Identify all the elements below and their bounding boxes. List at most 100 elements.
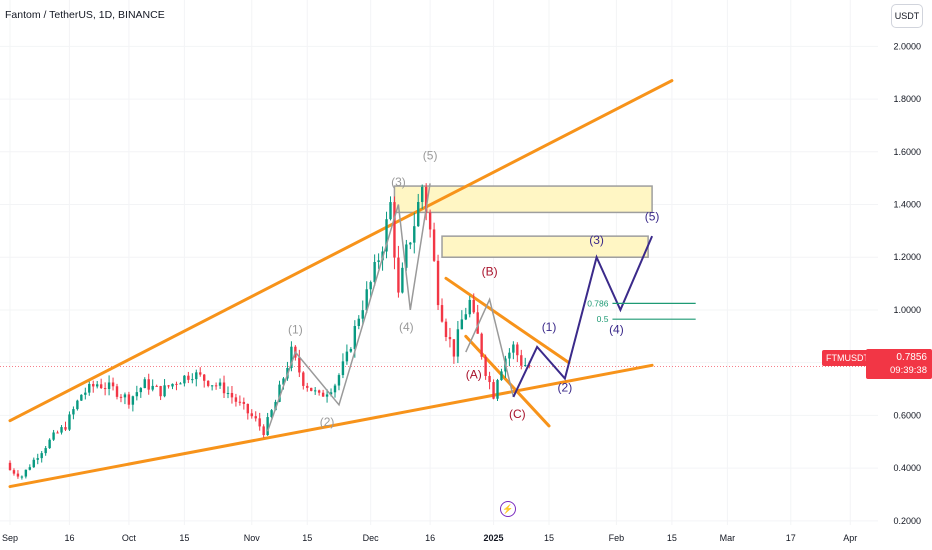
currency-button[interactable]: USDT [891,4,923,28]
candle-body [373,262,376,283]
x-tick-label: Nov [244,533,261,543]
candle-body [139,388,142,393]
candle-body [424,186,428,213]
candle-body [468,299,471,315]
candle-body [413,226,416,243]
candle-body [20,476,24,478]
candle-body [341,361,345,376]
candle-body [171,383,174,387]
x-tick-label: Feb [609,533,625,543]
candle-body [428,212,432,230]
candle-body [175,383,178,385]
candle-body [203,374,206,381]
candle-body [127,394,131,405]
candle-body [191,379,194,381]
lightning-icon[interactable]: ⚡ [500,501,516,517]
candle-body [214,385,218,387]
y-tick-label: 0.6000 [893,410,921,420]
candle-body [131,396,135,405]
candle-body [440,305,444,322]
y-tick-label: 0.4000 [893,463,921,473]
bar-countdown: 09:39:38 [890,365,927,376]
candle-body [16,473,20,477]
candle-body [290,346,293,368]
candle-body [266,417,269,436]
candle-body [512,344,515,353]
wave-path-purple [512,235,654,398]
y-tick-label: 1.8000 [893,94,921,104]
candle-body [258,418,261,427]
candle-body [409,242,412,245]
candle-body [80,394,83,401]
candle-body [516,344,519,356]
candle-body [199,372,202,375]
candle-body [508,352,511,359]
fib-level-label: 0.5 [597,314,609,324]
candle-body [417,201,420,227]
candle-body [432,229,436,261]
trendline-upper [8,79,674,423]
candle-body [111,382,115,387]
candle-body [464,314,467,320]
candle-body [115,386,119,397]
candle-body [119,396,123,398]
candle-body [28,467,32,470]
candle-body [242,401,246,404]
candle-body [183,375,186,384]
candle-body [135,392,139,397]
wave-label: (1) [288,323,303,337]
candle-body [345,351,349,362]
candle-body [44,448,47,454]
x-tick-label: Dec [363,533,380,543]
candle-body [492,382,495,399]
candle-body [167,385,170,387]
candle-body [369,282,372,290]
candle-body [12,470,16,474]
candle-body [274,401,277,411]
candle-body [151,385,154,390]
candle-body [317,390,321,393]
candle-body [421,186,424,202]
candle-body [460,319,464,330]
candle-body [444,321,448,338]
candle-body [282,378,285,385]
candle-body [452,339,456,357]
candle-body [310,387,313,391]
wave-label: (C) [509,407,526,421]
x-tick-label: 15 [302,533,312,543]
wave-path-gray [465,297,515,398]
candle-body [95,384,99,387]
candle-body [250,413,253,417]
candle-body [36,458,39,460]
candle-body [361,310,364,319]
x-tick-label: Mar [720,533,736,543]
candle-body [99,384,103,389]
candle-body [377,260,380,263]
supply-zone [441,235,649,258]
candle-body [365,289,368,311]
candle-body [333,385,337,393]
candle-body [60,427,63,433]
y-tick-label: 1.4000 [893,200,921,210]
candle-body [325,394,329,397]
x-tick-label: 2025 [484,533,504,543]
candle-body [401,267,404,293]
candle-body [206,380,210,386]
wave-label: (4) [399,320,414,334]
candle-body [187,375,190,380]
wave-label: (3) [391,175,406,189]
candle-body [278,384,281,402]
y-tick-label: 1.6000 [893,147,921,157]
wave-label: (A) [466,367,482,381]
candle-body [64,427,67,430]
last-price-value: 0.7856 [896,352,927,363]
candle-body [302,372,305,386]
candle-body [313,390,317,392]
candle-body [123,394,127,398]
supply-zone [393,185,653,214]
candle-body [218,382,222,386]
candle-body [246,403,250,414]
fib-level-label: 0.786 [587,298,609,308]
x-tick-label: 16 [425,533,435,543]
